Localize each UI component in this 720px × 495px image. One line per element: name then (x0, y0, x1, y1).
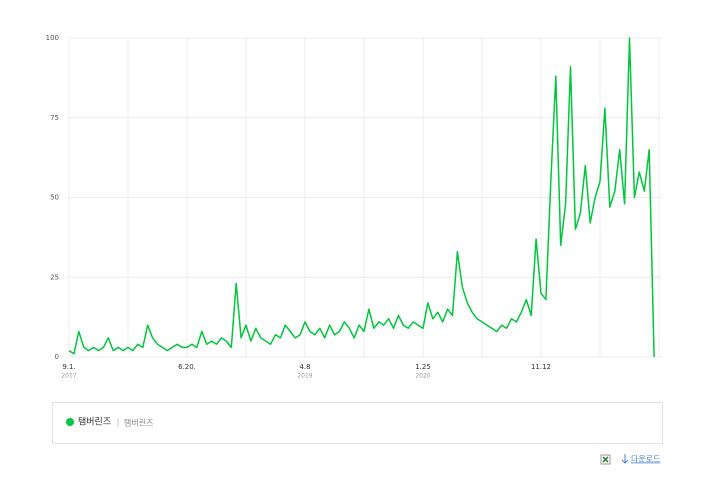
x-tick-label: 1.25 (415, 363, 431, 371)
y-tick-label: 100 (46, 34, 59, 42)
x-year-label: 2019 (297, 373, 312, 380)
y-tick-label: 0 (55, 353, 59, 361)
x-year-label: 2017 (61, 373, 76, 380)
x-tick-label: 11.12 (531, 363, 551, 371)
line (68, 37, 655, 358)
y-tick-label: 25 (50, 273, 59, 281)
legend-box (52, 402, 663, 444)
download-link[interactable]: 다운로드 (631, 455, 660, 464)
legend-keyword: 탬버린즈 (124, 418, 153, 428)
x-tick-label: 9.1. (62, 363, 75, 371)
legend-dot (66, 418, 74, 426)
x-tick-label: 6.20. (178, 363, 196, 371)
y-tick-label: 75 (50, 114, 59, 122)
x-tick-label: 4.8 (299, 363, 310, 371)
y-tick-label: 50 (50, 194, 59, 202)
x-year-label: 2020 (415, 373, 430, 380)
legend-label: 탬버린즈 (78, 416, 111, 428)
download-arrow (621, 454, 629, 464)
excel-icon-mark (602, 456, 609, 463)
